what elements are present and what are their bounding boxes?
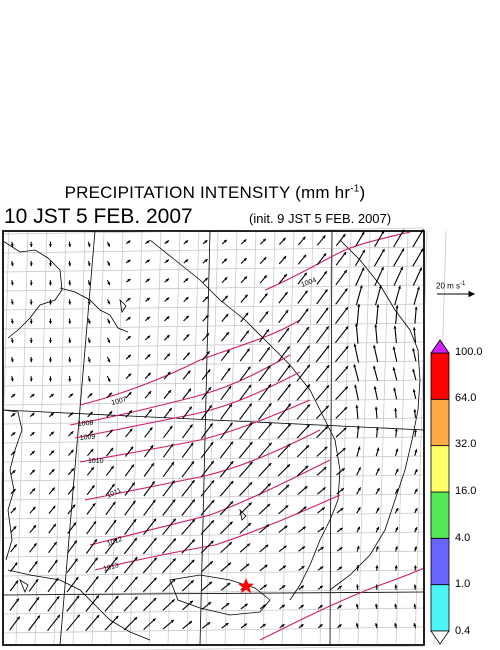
- valid-time: 10 JST 5 FEB. 2007: [4, 205, 193, 228]
- location-star-marker: [238, 578, 254, 593]
- colorbar-label-4: 4.0: [455, 532, 471, 544]
- isobar-label-1008: 1008: [78, 420, 94, 428]
- wind-vectors: [9, 229, 424, 632]
- colorbar-segment: [430, 398, 450, 446]
- colorbar-under-triangle: [430, 630, 450, 645]
- isobar-label-1004: 1004: [300, 277, 317, 289]
- wind-reference-label: 20 m s-1: [436, 281, 466, 291]
- honshu-east-coast: [329, 239, 421, 591]
- map-title: PRECIPITATION INTENSITY (mm hr-1): [64, 183, 366, 202]
- isobar-southeast: [259, 567, 425, 641]
- isobar-label-1010: 1010: [88, 458, 104, 465]
- isobar-1004: [264, 231, 411, 291]
- isobar-1007: [79, 319, 301, 406]
- colorbar-segment: [430, 537, 450, 585]
- isobar-1012: [89, 459, 331, 546]
- colorbar-label-16: 16.0: [455, 485, 477, 497]
- isobar-1011: [84, 429, 321, 501]
- colorbar-label-1: 1.0: [455, 578, 471, 590]
- colorbar-segment: [430, 584, 450, 632]
- colorbar-segment: [430, 445, 450, 493]
- colorbar-segment: [430, 491, 450, 539]
- korea-coast: [2, 240, 63, 339]
- colorbar-label-100: 100.0: [455, 346, 483, 358]
- colorbar-label-64: 64.0: [455, 392, 477, 404]
- minor-islands: [19, 298, 247, 594]
- wind-reference-arrow: [437, 290, 476, 298]
- colorbar-segment: [430, 352, 450, 400]
- isobar-label-1007: 1007: [111, 396, 128, 407]
- isobar-1010: [79, 399, 311, 463]
- colorbar-label-04: 0.4: [455, 625, 471, 637]
- isobar-label-1013: 1013: [103, 562, 120, 573]
- south-islands-coast: [7, 569, 151, 641]
- isobar-1008: [69, 354, 291, 426]
- colorbar: [430, 339, 450, 645]
- colorbar-label-32: 32.0: [455, 438, 477, 450]
- eastern-china-coast: [2, 409, 23, 561]
- init-time: (init. 9 JST 5 FEB. 2007): [249, 211, 392, 226]
- honshu-west-coast: [149, 239, 341, 601]
- colorbar-over-triangle: [430, 339, 450, 354]
- isobar-label-1009: 1009: [80, 434, 96, 442]
- kyushu-coast: [59, 287, 129, 333]
